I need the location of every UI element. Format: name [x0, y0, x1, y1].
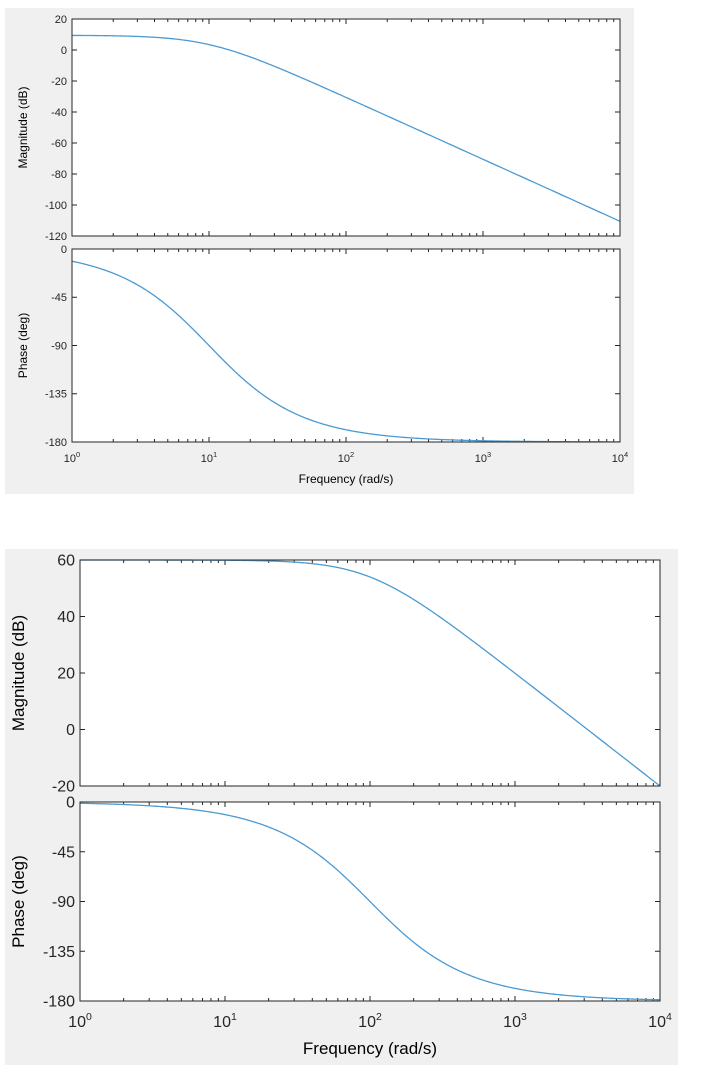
y-tick-label: 0: [66, 722, 75, 739]
chart2-panel-magnitude: 60 40 20 0 -20 Magnitude (dB): [9, 553, 661, 796]
x-tick-label: 101: [201, 450, 217, 465]
y-tick-label: 0: [61, 45, 67, 57]
y-tick-label: 20: [57, 666, 75, 683]
y-tick-label: -180: [45, 437, 67, 449]
axes-background: [72, 19, 620, 236]
x-tick-label: 101: [213, 1011, 237, 1031]
y-tick-label: 0: [61, 244, 67, 256]
y-tick-label: -45: [51, 292, 67, 304]
phase-curve: [71, 260, 621, 443]
axes-frame: [79, 801, 661, 1002]
bode-plot-1: 20 0 -20 -40 -60 -80 -100 -120 Magnitude (dB) 0 -4…: [5, 8, 634, 494]
y-tick-label: -40: [51, 107, 67, 119]
x-tick-label: 100: [68, 1011, 92, 1031]
y-tick-label: 60: [57, 553, 75, 570]
y-tick-label: 20: [55, 14, 67, 26]
x-tick-label: 104: [612, 450, 628, 465]
x-tick-label: 104: [648, 1011, 672, 1031]
axes-frame: [79, 559, 661, 787]
y-tick-label: -90: [51, 340, 67, 352]
y-tick-label: -80: [51, 169, 67, 181]
axes-background: [72, 249, 620, 442]
y-tick-label: -45: [52, 844, 75, 861]
phase-curve: [79, 802, 661, 1001]
phase-axis-label: Phase (deg): [16, 313, 30, 378]
y-tick-label: 0: [66, 795, 75, 812]
x-tick-label: 103: [503, 1011, 527, 1031]
axes-background: [80, 560, 660, 786]
axes-frame: [71, 18, 621, 237]
y-tick-label: -135: [43, 944, 75, 961]
y-tick-label: -20: [52, 779, 75, 796]
y-tick-label: -180: [43, 994, 75, 1011]
bode-plot-2: 60 40 20 0 -20 Magnitude (dB) 0 -45 -90 -135 -180 P…: [5, 549, 678, 1065]
x-tick-label: 100: [64, 450, 80, 465]
bode-plot-1-svg: 20 0 -20 -40 -60 -80 -100 -120 Magnitude (dB) 0 -4…: [16, 14, 628, 486]
x-tick-label: 103: [475, 450, 491, 465]
chart1-panel-magnitude: 20 0 -20 -40 -60 -80 -100 -120 Magnitude (dB): [16, 14, 621, 243]
magnitude-axis-label: Magnitude (dB): [9, 615, 28, 731]
frequency-axis-label: Frequency (rad/s): [303, 1039, 437, 1058]
magnitude-curve: [71, 34, 621, 222]
y-tick-label: -100: [45, 200, 67, 212]
axes-frame: [71, 248, 621, 443]
magnitude-axis-label: Magnitude (dB): [16, 86, 30, 168]
chart1-panel-phase: 0 -45 -90 -135 -180 Phase (deg): [16, 244, 621, 449]
y-tick-label: -120: [45, 231, 67, 243]
phase-axis-label: Phase (deg): [9, 855, 28, 948]
x-tick-label: 102: [358, 1011, 382, 1031]
frequency-axis-label: Frequency (rad/s): [299, 472, 394, 486]
y-tick-label: -60: [51, 138, 67, 150]
y-tick-label: -20: [51, 76, 67, 88]
x-tick-label: 102: [338, 450, 354, 465]
y-tick-label: 40: [57, 609, 75, 626]
y-tick-label: -90: [52, 894, 75, 911]
chart2-panel-phase: 0 -45 -90 -135 -180 Phase (deg): [9, 795, 661, 1011]
y-tick-label: -135: [45, 389, 67, 401]
